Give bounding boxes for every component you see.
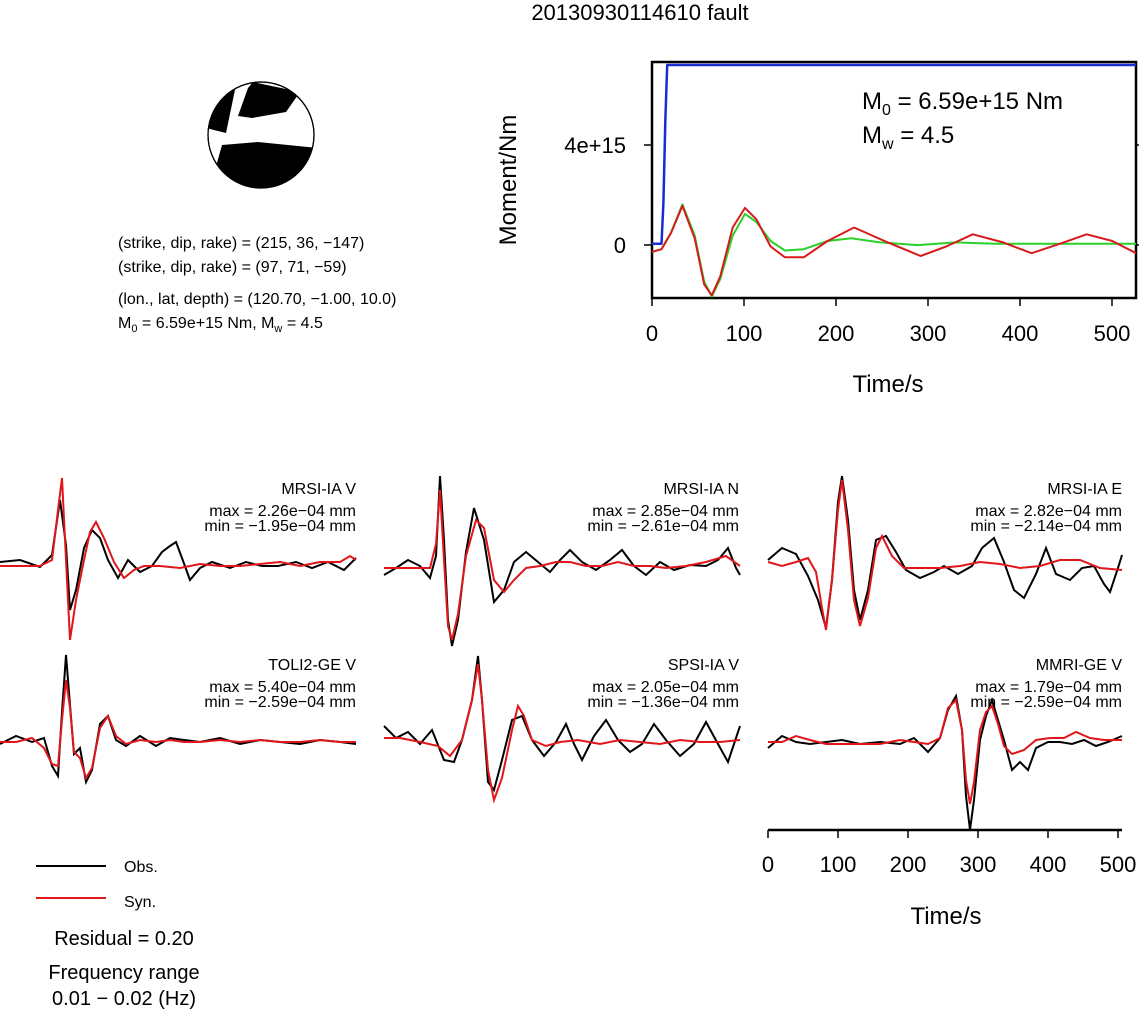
time-tick-label: 0 [762, 852, 774, 877]
moment-rate-red-line [651, 204, 1137, 297]
m0-annotation: M0 = 6.59e+15 Nm [862, 88, 1063, 119]
min-amplitude: min = −2.59e−04 mm [970, 694, 1122, 711]
time-tick-label: 400 [1030, 852, 1067, 877]
observed-trace [0, 654, 357, 786]
moment-x-ticks: 0 100 200 300 400 500 [646, 298, 1130, 346]
waveform-panel-toli2-ge-v: TOLI2-GE V max = 5.40e−04 mm min = −2.59… [0, 654, 357, 786]
moment-ylabel: Moment/Nm [495, 115, 522, 246]
waveform-panel-spsi-ia-v: SPSI-IA V max = 2.05e−04 mm min = −1.36e… [383, 655, 741, 804]
max-amplitude: max = 2.85e−04 mm [592, 503, 739, 520]
m0-annotation-symbol: M [862, 88, 882, 115]
time-tick-label: 500 [1100, 852, 1137, 877]
min-amplitude: min = −1.36e−04 mm [587, 694, 739, 711]
moment-cumulative-line [652, 63, 1136, 245]
m0-annotation-sub: 0 [882, 102, 891, 119]
mw-subscript: w [273, 323, 282, 335]
time-axis-label: Time/s [910, 903, 981, 930]
legend-syn-label: Syn. [124, 894, 156, 911]
moment-plot: 0 100 200 300 400 500 0 4e+15 Time/s Mom… [495, 60, 1139, 398]
moment-rate-green-line [651, 203, 1136, 298]
mw-value: = 4.5 [282, 315, 323, 332]
figure-title: 20130930114610 fault [531, 0, 748, 25]
frequency-range-value: 0.01 − 0.02 (Hz) [52, 988, 196, 1009]
min-amplitude: min = −2.14e−04 mm [970, 518, 1122, 535]
observed-trace [383, 655, 741, 793]
mw-annotation-value: = 4.5 [894, 122, 955, 149]
nodal-plane-1: (strike, dip, rake) = (215, 36, −147) [118, 235, 364, 252]
m0-value: = 6.59e+15 Nm, M [137, 315, 274, 332]
station-label: MRSI-IA N [663, 481, 739, 498]
waveform-panel-mrsi-ia-e: MRSI-IA E max = 2.82e−04 mm min = −2.14e… [767, 475, 1123, 631]
y-tick-label: 4e+15 [564, 133, 626, 158]
waveform-panel-mmri-ge-v: MMRI-GE V max = 1.79e−04 mm min = −2.59e… [767, 657, 1123, 831]
waveform-panels: MRSI-IA V max = 2.26e−04 mm min = −1.95e… [0, 475, 1123, 831]
synthetic-trace [384, 663, 741, 804]
min-amplitude: min = −2.61e−04 mm [587, 518, 739, 535]
legend-obs-label: Obs. [124, 859, 158, 876]
waveform-panel-mrsi-ia-v: MRSI-IA V max = 2.26e−04 mm min = −1.95e… [0, 477, 357, 641]
x-tick-label: 500 [1094, 321, 1131, 346]
time-tick-label: 200 [890, 852, 927, 877]
residual-value: Residual = 0.20 [54, 928, 194, 950]
time-tick-label: 100 [820, 852, 857, 877]
time-tick-label: 300 [960, 852, 997, 877]
event-location: (lon., lat, depth) = (120.70, −1.00, 10.… [118, 291, 396, 308]
moment-y-ticks: 0 4e+15 [564, 133, 1139, 258]
x-tick-label: 100 [726, 321, 763, 346]
synthetic-trace [768, 697, 1122, 805]
waveform-time-axis: 0 100 200 300 400 500 Time/s [762, 828, 1137, 930]
max-amplitude: max = 2.05e−04 mm [592, 679, 739, 696]
m0-subscript: 0 [131, 323, 137, 335]
synthetic-trace [0, 679, 356, 781]
y-tick-label: 0 [614, 233, 626, 258]
mechanism-info: (strike, dip, rake) = (215, 36, −147) (s… [118, 235, 396, 335]
observed-trace [767, 693, 1123, 831]
station-label: MRSI-IA V [281, 481, 356, 498]
m0-symbol: M [118, 315, 131, 332]
max-amplitude: max = 5.40e−04 mm [209, 679, 356, 696]
observed-trace [383, 475, 741, 647]
x-tick-label: 200 [818, 321, 855, 346]
mw-annotation-symbol: M [862, 122, 882, 149]
x-tick-label: 0 [646, 321, 658, 346]
waveform-panel-mrsi-ia-n: MRSI-IA N max = 2.85e−04 mm min = −2.61e… [383, 475, 741, 647]
min-amplitude: min = −1.95e−04 mm [204, 518, 356, 535]
synthetic-trace [767, 479, 1123, 631]
max-amplitude: max = 2.26e−04 mm [209, 503, 356, 520]
mw-annotation-sub: w [881, 136, 894, 153]
beach-ball-icon [207, 81, 315, 189]
synthetic-trace [384, 489, 741, 641]
max-amplitude: max = 1.79e−04 mm [975, 679, 1122, 696]
synthetic-trace [0, 477, 357, 641]
station-label: MRSI-IA E [1047, 481, 1122, 498]
station-label: SPSI-IA V [668, 657, 739, 674]
m0-annotation-value: = 6.59e+15 Nm [891, 88, 1063, 115]
x-tick-label: 300 [910, 321, 947, 346]
frequency-range-title: Frequency range [48, 962, 199, 984]
x-tick-label: 400 [1002, 321, 1039, 346]
station-label: MMRI-GE V [1036, 657, 1123, 674]
max-amplitude: max = 2.82e−04 mm [975, 503, 1122, 520]
legend: Obs. Syn. [36, 859, 158, 911]
moment-series-group [651, 63, 1137, 298]
moment-summary: M0 = 6.59e+15 Nm, Mw = 4.5 [118, 315, 323, 335]
moment-xlabel: Time/s [852, 371, 923, 398]
station-label: TOLI2-GE V [268, 657, 356, 674]
moment-plot-frame [650, 60, 1138, 300]
mw-annotation: Mw = 4.5 [862, 122, 954, 153]
nodal-plane-2: (strike, dip, rake) = (97, 71, −59) [118, 259, 347, 276]
min-amplitude: min = −2.59e−04 mm [204, 694, 356, 711]
